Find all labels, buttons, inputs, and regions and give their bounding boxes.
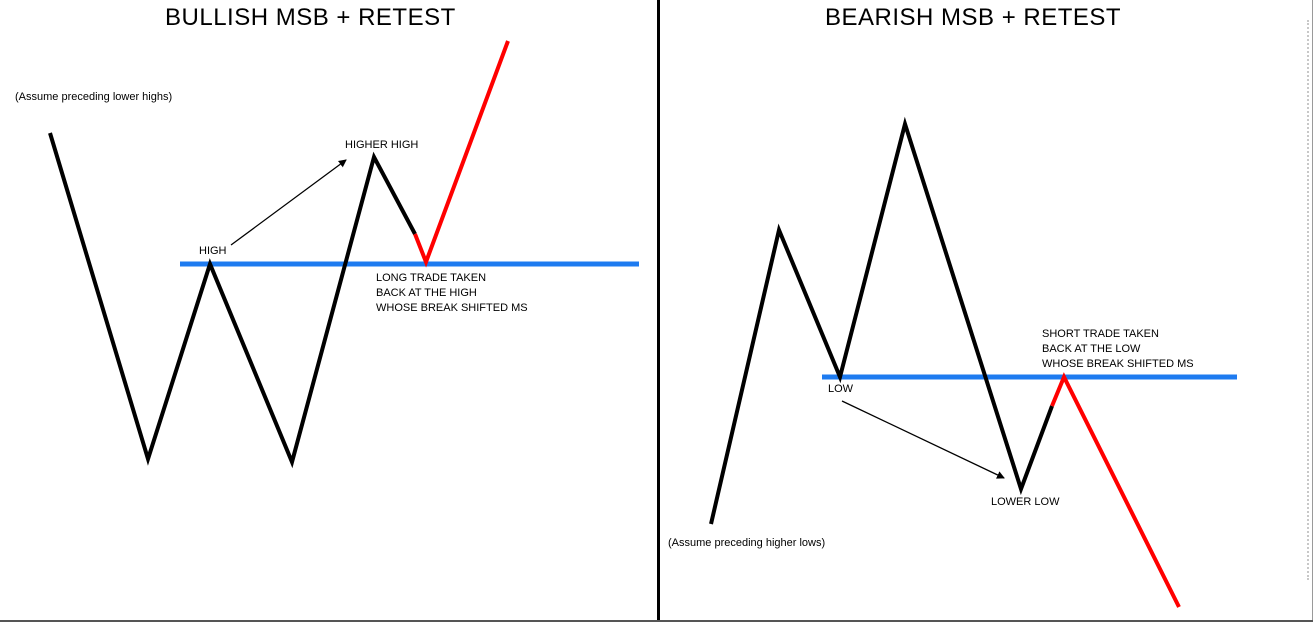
long-trade-note-line: WHOSE BREAK SHIFTED MS xyxy=(376,302,528,314)
short-trade-note-line: WHOSE BREAK SHIFTED MS xyxy=(1042,358,1194,370)
long-trade-note-line: LONG TRADE TAKEN xyxy=(376,272,487,284)
bullish-price-path xyxy=(48,132,417,469)
resize-handle[interactable] xyxy=(1307,20,1311,580)
panel-divider xyxy=(657,0,660,622)
bottom-border xyxy=(0,620,1313,622)
long-trade-note-line: BACK AT THE HIGH xyxy=(376,287,477,299)
bearish-price-path xyxy=(709,116,1054,525)
lower-low-label: LOWER LOW xyxy=(991,496,1060,508)
bearish-assumption-note: (Assume preceding higher lows) xyxy=(668,537,826,549)
high-to-higher-high-arrow xyxy=(230,159,347,246)
low-label: LOW xyxy=(828,383,854,395)
bullish-assumption-note: (Assume preceding lower highs) xyxy=(15,91,173,103)
bearish-trade-path xyxy=(1050,372,1181,608)
higher-high-label: HIGHER HIGH xyxy=(345,139,419,151)
short-trade-note-line: SHORT TRADE TAKEN xyxy=(1042,328,1159,340)
high-label: HIGH xyxy=(199,245,227,257)
short-trade-note: SHORT TRADE TAKEN BACK AT THE LOW WHOSE … xyxy=(1042,327,1194,372)
long-trade-note: LONG TRADE TAKEN BACK AT THE HIGH WHOSE … xyxy=(376,271,528,316)
bullish-trade-path xyxy=(413,40,510,268)
short-trade-note-line: BACK AT THE LOW xyxy=(1042,343,1141,355)
bullish-title: BULLISH MSB + RETEST xyxy=(165,4,456,31)
low-to-lower-low-arrow xyxy=(841,400,1005,479)
bearish-title: BEARISH MSB + RETEST xyxy=(825,4,1122,31)
